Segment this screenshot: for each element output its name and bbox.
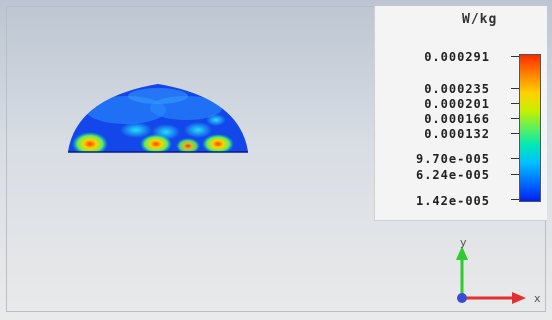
legend-value-min: 1.42e-005 (415, 194, 490, 208)
axis-label-y: y (460, 236, 467, 249)
colorbar-tick (511, 199, 519, 200)
legend-value: 6.24e-005 (415, 168, 490, 182)
legend-value: 9.70e-005 (415, 152, 490, 166)
legend-value: 0.000166 (424, 112, 490, 126)
axis-triad-icon (456, 246, 526, 304)
legend-value: 0.000201 (424, 97, 490, 111)
legend-value-max: 0.000291 (424, 50, 490, 64)
legend-colorbar (519, 54, 541, 202)
colorbar-tick (511, 56, 519, 57)
legend-panel (374, 6, 547, 221)
colorbar-tick (511, 103, 519, 104)
colorbar-tick (511, 118, 519, 119)
colorbar-tick (511, 133, 519, 134)
legend-unit-label: W/kg (462, 12, 498, 27)
colorbar-tick (511, 174, 519, 175)
sar-field-plot (68, 84, 248, 153)
colorbar-tick (511, 88, 519, 89)
legend-value: 0.000235 (424, 82, 490, 96)
legend-value: 0.000132 (424, 127, 490, 141)
axis-label-x: x (534, 292, 541, 305)
colorbar-tick (511, 158, 519, 159)
